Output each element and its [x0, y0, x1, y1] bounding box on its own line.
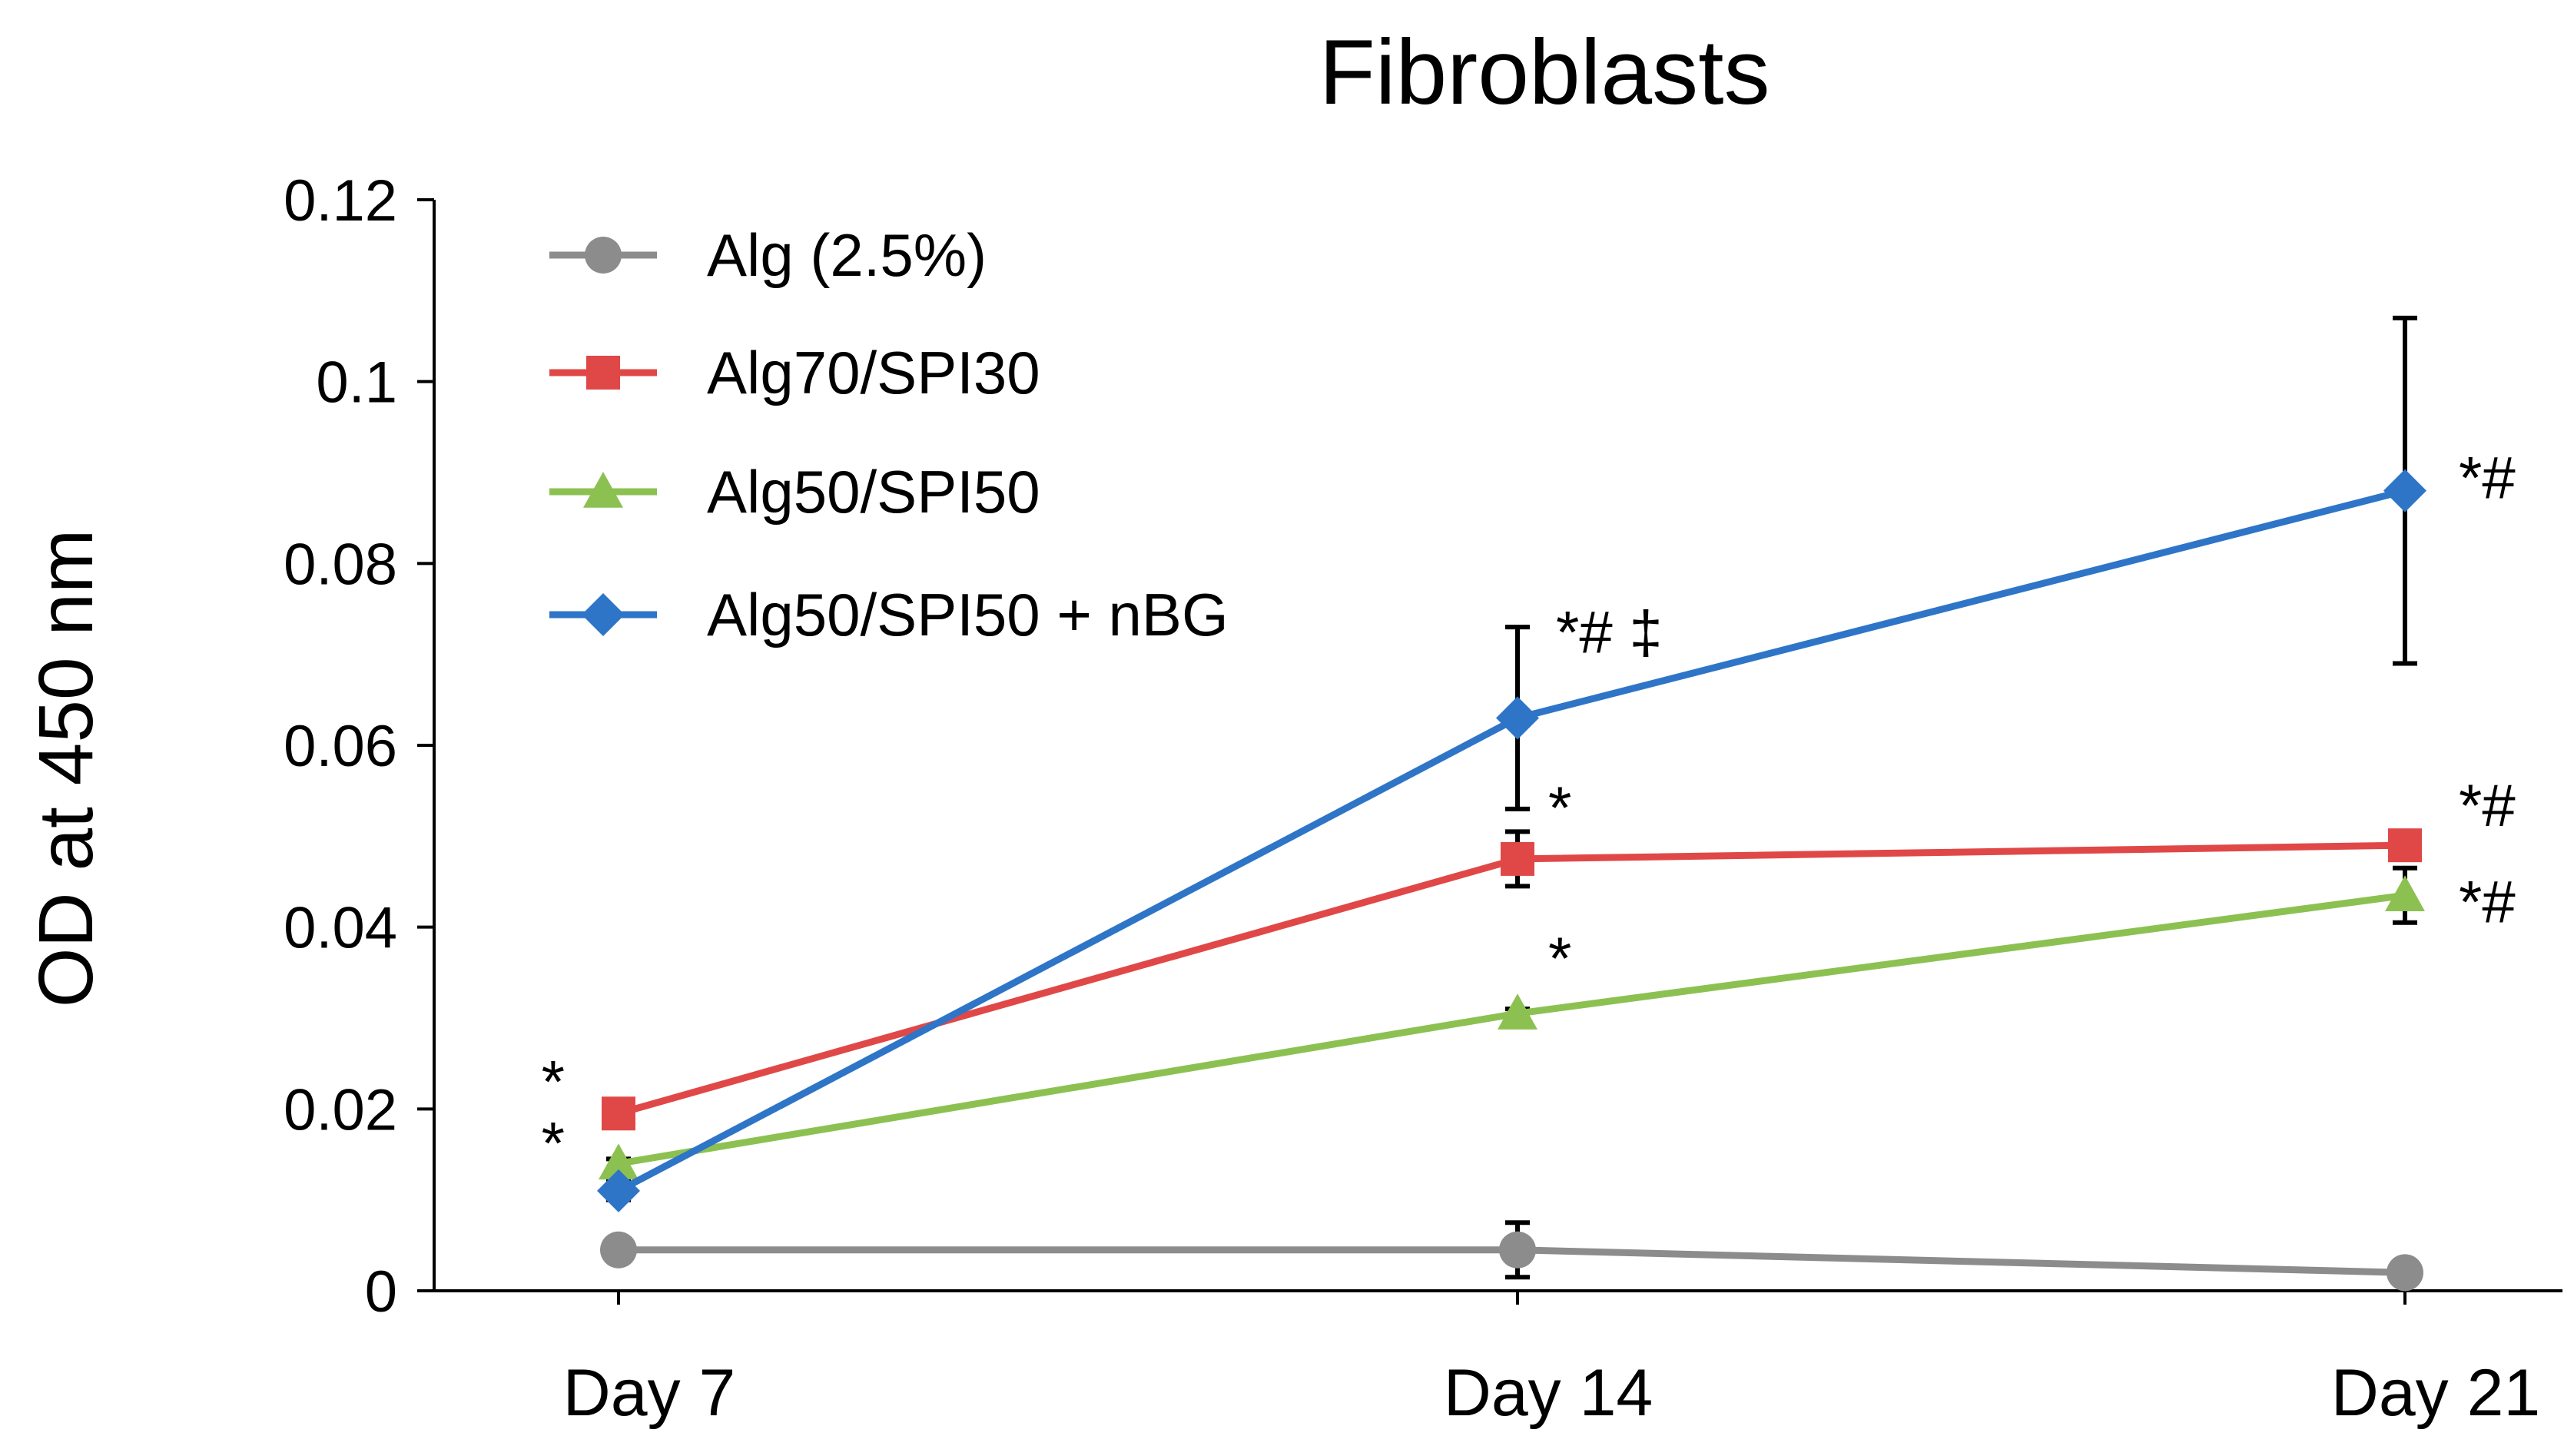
marker-triangle — [1498, 993, 1537, 1030]
marker-square — [602, 1096, 635, 1131]
marker-triangle — [583, 472, 623, 508]
y-tick-label: 0.12 — [284, 168, 397, 234]
legend-label: Alg70/SPI30 — [707, 339, 1040, 406]
series-2: ***# — [542, 865, 2516, 1180]
marker-diamond — [1496, 696, 1539, 740]
y-tick-label: 0 — [365, 1259, 397, 1325]
marker-square — [2388, 828, 2422, 863]
marker-square — [1501, 841, 1534, 876]
series-0 — [600, 1220, 2423, 1292]
legend-item: Alg50/SPI50 — [549, 458, 1040, 526]
significance-label: *# — [2459, 444, 2516, 512]
marker-circle — [1499, 1231, 1536, 1269]
marker-triangle — [599, 1143, 639, 1180]
marker-triangle — [2385, 875, 2425, 912]
series-group: ** *#***#*# ‡*# — [542, 315, 2516, 1292]
y-axis-label: OD at 450 nm — [23, 529, 109, 1008]
y-tick-label: 0.08 — [284, 532, 397, 597]
y-tick-label: 0.02 — [284, 1077, 397, 1143]
significance-label: * — [1548, 774, 1571, 841]
significance-label: * — [542, 1047, 565, 1115]
legend-label: Alg (2.5%) — [707, 221, 987, 289]
x-tick-label: Day 7 — [563, 1356, 736, 1430]
y-tick-label: 0.1 — [316, 350, 397, 416]
marker-circle — [2387, 1254, 2423, 1292]
legend-item: Alg70/SPI30 — [549, 339, 1040, 406]
legend: Alg (2.5%) Alg70/SPI30 Alg50/SPI50 Alg50/SP… — [549, 221, 1229, 648]
marker-circle — [585, 237, 622, 274]
legend-label: Alg50/SPI50 — [707, 458, 1040, 526]
marker-diamond — [597, 1169, 640, 1212]
marker-circle — [600, 1231, 637, 1269]
x-ticks: Day 7 Day 14 Day 21 — [563, 1291, 2541, 1430]
legend-item: Alg50/SPI50 + nBG — [549, 581, 1229, 648]
legend-label: Alg50/SPI50 + nBG — [707, 581, 1229, 648]
x-tick-label: Day 21 — [2331, 1356, 2541, 1430]
marker-diamond — [582, 593, 625, 636]
series-1: * * *# — [542, 771, 2516, 1131]
significance-label: *# — [2459, 771, 2516, 839]
x-tick-label: Day 14 — [1444, 1356, 1654, 1430]
significance-label: * — [542, 1109, 565, 1176]
series-3: *# ‡ *# — [597, 315, 2516, 1212]
marker-diamond — [2383, 469, 2426, 512]
y-ticks: 0 0.02 0.04 0.06 0.08 0.1 0.12 — [284, 168, 434, 1325]
legend-item: Alg (2.5%) — [549, 221, 987, 289]
chart-title: Fibroblasts — [1319, 21, 1770, 124]
y-tick-label: 0.06 — [284, 714, 397, 779]
significance-label: *# — [2459, 867, 2516, 935]
marker-square — [586, 356, 620, 390]
y-tick-label: 0.04 — [284, 896, 397, 961]
significance-label: *# ‡ — [1556, 599, 1663, 666]
significance-label: * — [1548, 924, 1571, 992]
